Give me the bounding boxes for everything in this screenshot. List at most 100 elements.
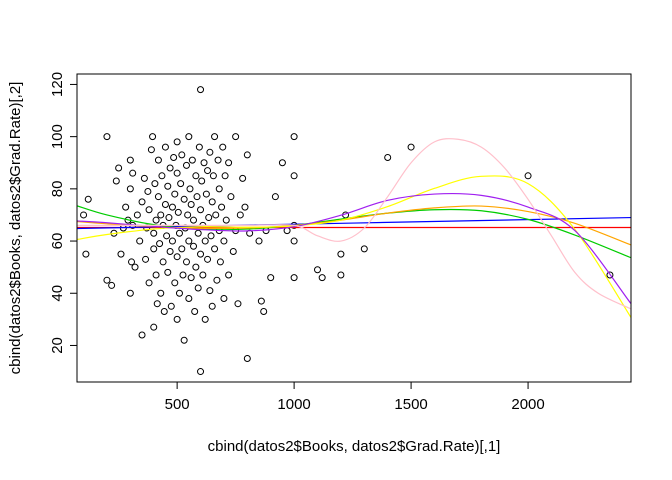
- data-point: [168, 237, 176, 245]
- data-point: [173, 253, 181, 261]
- data-point: [131, 263, 139, 271]
- data-point: [190, 216, 198, 224]
- data-point: [151, 180, 159, 188]
- fit-line-pink: [77, 138, 631, 310]
- data-point: [103, 276, 111, 284]
- data-point: [192, 263, 200, 271]
- y-tick-label: 20: [49, 337, 66, 354]
- data-point: [80, 211, 88, 219]
- data-point: [243, 355, 251, 363]
- data-point: [185, 294, 193, 302]
- data-point: [211, 245, 219, 253]
- data-point: [122, 203, 130, 211]
- data-point: [117, 250, 125, 258]
- data-point: [171, 279, 179, 287]
- data-point: [115, 164, 123, 172]
- data-point: [194, 284, 202, 292]
- data-point: [206, 287, 214, 295]
- data-point: [158, 172, 166, 180]
- data-point: [234, 300, 242, 308]
- data-point: [197, 250, 205, 258]
- data-point: [170, 154, 178, 162]
- data-point: [290, 237, 298, 245]
- fit-line-green: [77, 205, 631, 259]
- data-point: [166, 247, 174, 255]
- data-point: [153, 300, 161, 308]
- data-point: [192, 172, 200, 180]
- data-point: [165, 214, 173, 222]
- data-point: [140, 174, 148, 182]
- data-point: [136, 237, 144, 245]
- data-point: [180, 195, 188, 203]
- data-point: [154, 156, 162, 164]
- data-point: [290, 172, 298, 180]
- data-point: [157, 211, 165, 219]
- data-point: [152, 216, 160, 224]
- y-tick-label: 120: [49, 72, 66, 97]
- data-point: [168, 203, 176, 211]
- data-point: [161, 143, 169, 151]
- data-point: [606, 271, 614, 279]
- data-point: [204, 167, 212, 175]
- data-point: [126, 156, 134, 164]
- data-point: [179, 271, 187, 279]
- data-point: [145, 206, 153, 214]
- data-point: [164, 268, 172, 276]
- data-point: [239, 174, 247, 182]
- data-point: [149, 133, 157, 141]
- data-point: [175, 289, 183, 297]
- data-point: [211, 133, 219, 141]
- data-point: [212, 211, 220, 219]
- data-point: [194, 229, 202, 237]
- fit-line-purple: [77, 192, 631, 305]
- data-point: [186, 185, 194, 193]
- data-point: [215, 185, 223, 193]
- data-point: [144, 187, 152, 195]
- data-point: [154, 193, 162, 201]
- data-point: [177, 180, 185, 188]
- data-point: [278, 159, 286, 167]
- data-point: [187, 201, 195, 209]
- data-point: [195, 143, 203, 151]
- data-point: [128, 258, 136, 266]
- data-point: [200, 159, 208, 167]
- data-point: [160, 308, 168, 316]
- data-point: [360, 245, 368, 253]
- data-point: [173, 138, 181, 146]
- data-point: [150, 245, 158, 253]
- data-point: [225, 159, 233, 167]
- data-point: [197, 86, 205, 94]
- x-tick-label: 1000: [277, 396, 310, 413]
- data-point: [290, 133, 298, 141]
- data-point: [219, 143, 227, 151]
- data-point: [197, 206, 205, 214]
- data-point: [220, 294, 228, 302]
- data-point: [198, 177, 206, 185]
- data-point: [229, 247, 237, 255]
- data-point: [163, 232, 171, 240]
- data-point: [271, 193, 279, 201]
- data-point: [133, 211, 141, 219]
- data-point: [152, 271, 160, 279]
- data-point: [197, 368, 205, 376]
- data-point: [199, 271, 207, 279]
- data-point: [241, 203, 249, 211]
- data-point: [218, 203, 226, 211]
- x-tick-label: 2000: [511, 396, 544, 413]
- data-point: [214, 156, 222, 164]
- data-point: [243, 151, 251, 159]
- data-point: [318, 274, 326, 282]
- data-point: [337, 271, 345, 279]
- data-point: [267, 274, 275, 282]
- data-point: [129, 169, 137, 177]
- data-point: [138, 198, 146, 206]
- data-point: [182, 258, 190, 266]
- data-point: [178, 151, 186, 159]
- data-point: [178, 245, 186, 253]
- data-point: [208, 302, 216, 310]
- data-point: [407, 143, 415, 151]
- data-point: [182, 161, 190, 169]
- data-point: [147, 146, 155, 154]
- data-point: [145, 279, 153, 287]
